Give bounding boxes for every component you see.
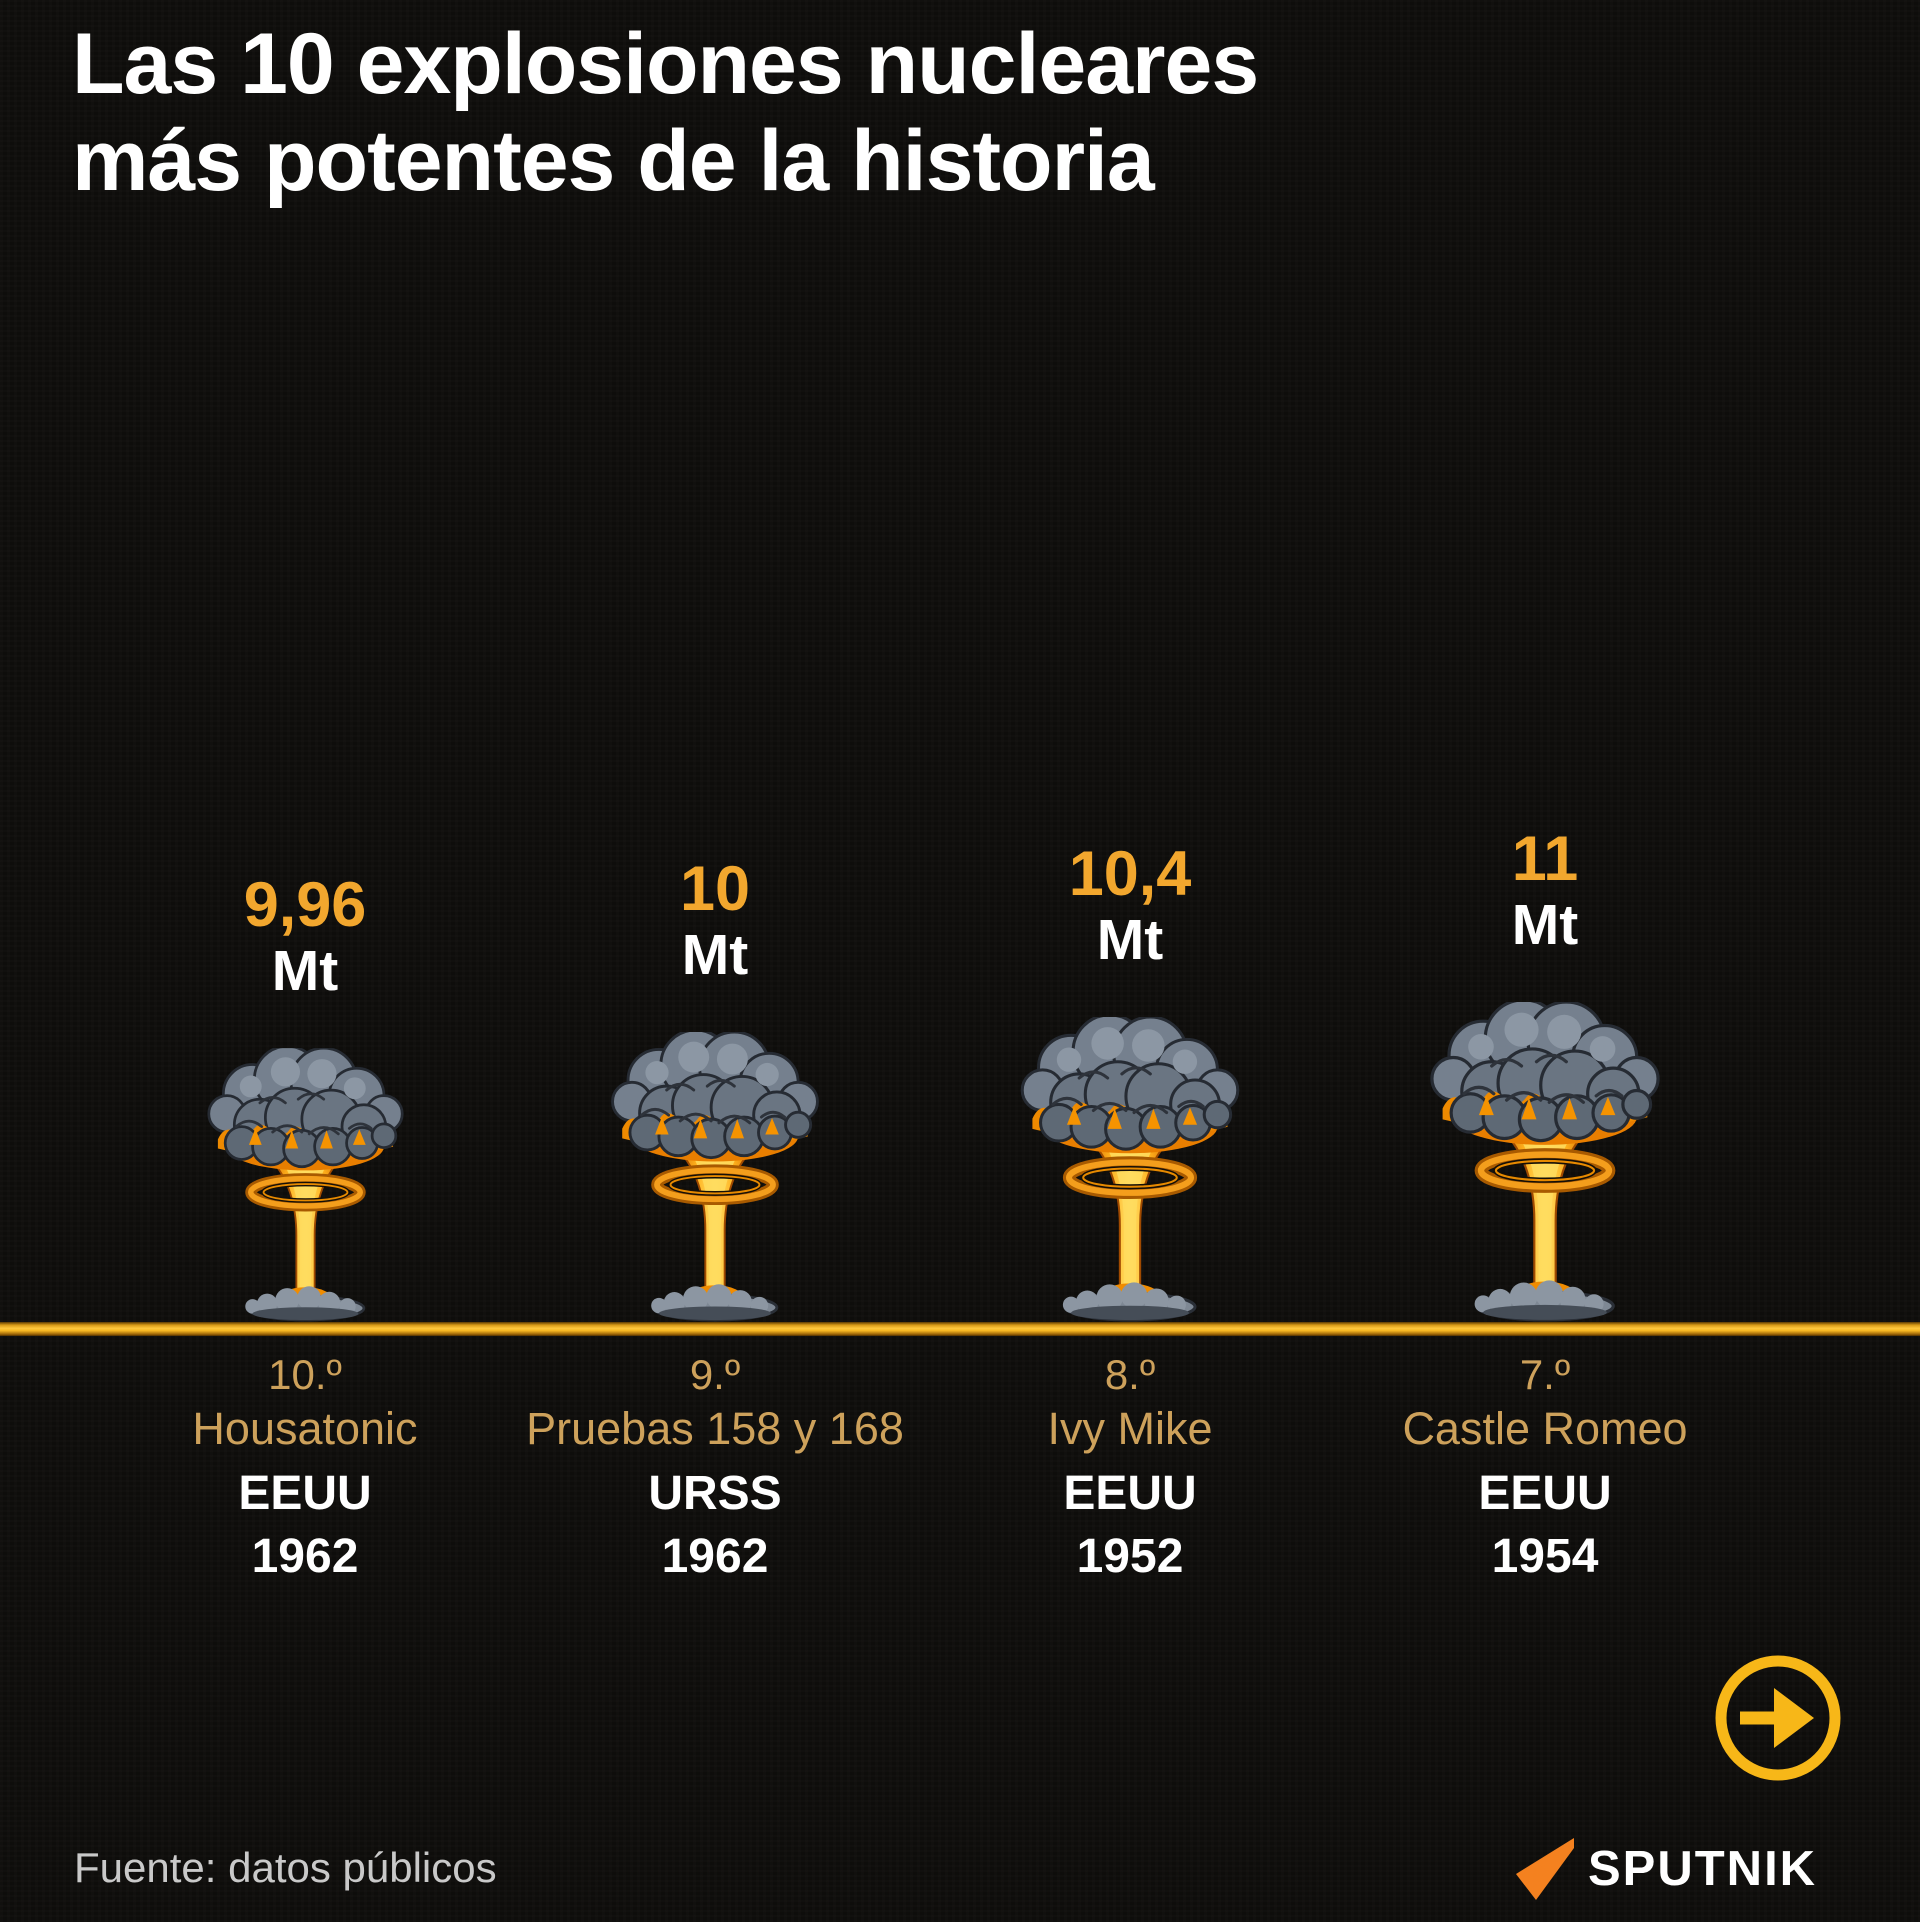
mushroom-cloud-icon bbox=[1008, 1017, 1252, 1322]
yield-value: 11 bbox=[1511, 824, 1579, 895]
yield-unit: Mt bbox=[1096, 908, 1164, 973]
explosion-column-ivy-mike: 10,4 Mt bbox=[920, 841, 1340, 1322]
rank-ordinal: 8.º bbox=[1104, 1351, 1156, 1398]
mushroom-cloud-icon bbox=[196, 1048, 415, 1322]
explosion-label-castle-romeo: 7.º Castle Romeo EEUU 1954 bbox=[1325, 1351, 1765, 1584]
test-name: Pruebas 158 y 168 bbox=[526, 1403, 904, 1455]
year: 1962 bbox=[661, 1530, 769, 1584]
source-text: Fuente: datos públicos bbox=[74, 1844, 497, 1891]
country: EEUU bbox=[1063, 1466, 1197, 1520]
sputnik-rocket-icon bbox=[1516, 1838, 1574, 1900]
mushroom-cloud-icon bbox=[1417, 1002, 1673, 1322]
rank-ordinal: 7.º bbox=[1519, 1351, 1571, 1398]
year: 1952 bbox=[1076, 1530, 1184, 1584]
yield-value: 10 bbox=[679, 854, 751, 925]
country: EEUU bbox=[1478, 1466, 1612, 1520]
rank-ordinal: 9.º bbox=[689, 1351, 741, 1398]
test-name: Ivy Mike bbox=[1047, 1403, 1213, 1455]
explosion-column-pruebas-158-168: 10 Mt bbox=[505, 856, 925, 1322]
country: URSS bbox=[648, 1466, 782, 1520]
explosion-column-castle-romeo: 11 Mt bbox=[1335, 826, 1755, 1322]
yield-value: 10,4 bbox=[1068, 839, 1192, 910]
title-line-1: Las 10 explosiones nucleares bbox=[72, 16, 1259, 112]
title-line-2: más potentes de la historia bbox=[72, 113, 1155, 210]
arrow-right-circle-icon bbox=[1715, 1655, 1841, 1781]
explosion-label-ivy-mike: 8.º Ivy Mike EEUU 1952 bbox=[910, 1351, 1350, 1584]
sputnik-logo: SPUTNIK bbox=[1512, 1836, 1817, 1902]
explosion-label-pruebas-158-168: 9.º Pruebas 158 y 168 URSS 1962 bbox=[495, 1351, 935, 1584]
sputnik-logo-text: SPUTNIK bbox=[1588, 1842, 1818, 1896]
test-name: Castle Romeo bbox=[1402, 1403, 1688, 1455]
explosion-label-housatonic: 10.º Housatonic EEUU 1962 bbox=[85, 1351, 525, 1584]
yield-unit: Mt bbox=[681, 923, 749, 988]
yield-unit: Mt bbox=[1511, 893, 1579, 958]
year: 1954 bbox=[1491, 1530, 1599, 1584]
test-name: Housatonic bbox=[192, 1403, 418, 1455]
yield-unit: Mt bbox=[271, 939, 339, 1004]
rank-ordinal: 10.º bbox=[268, 1351, 342, 1398]
country: EEUU bbox=[238, 1466, 372, 1520]
yield-value: 9,96 bbox=[243, 870, 367, 941]
baseline-ground-line bbox=[0, 1322, 1920, 1336]
next-arrow-button[interactable] bbox=[1710, 1650, 1846, 1786]
year: 1962 bbox=[251, 1530, 359, 1584]
page-title: Las 10 explosiones nucleares más potente… bbox=[72, 16, 1259, 210]
mushroom-cloud-icon bbox=[599, 1032, 831, 1322]
explosion-column-housatonic: 9,96 Mt bbox=[95, 872, 515, 1322]
